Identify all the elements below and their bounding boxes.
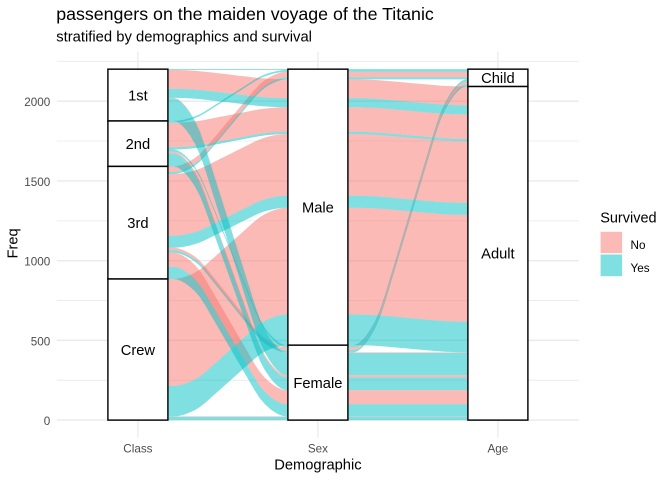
svg-text:passengers on the maiden voyag: passengers on the maiden voyage of the T…: [56, 4, 434, 24]
svg-text:Yes: Yes: [631, 262, 650, 275]
svg-text:3rd: 3rd: [127, 216, 148, 232]
svg-text:Crew: Crew: [121, 343, 156, 359]
svg-text:Sex: Sex: [308, 443, 328, 456]
svg-text:Male: Male: [302, 200, 334, 216]
svg-text:Female: Female: [293, 376, 342, 392]
svg-text:1st: 1st: [128, 88, 148, 104]
svg-text:2000: 2000: [24, 96, 51, 109]
svg-text:Child: Child: [481, 71, 514, 87]
svg-text:Age: Age: [488, 443, 509, 456]
svg-text:500: 500: [31, 335, 51, 348]
svg-text:Freq: Freq: [6, 228, 22, 258]
svg-text:2nd: 2nd: [126, 137, 151, 153]
svg-text:Adult: Adult: [481, 247, 514, 263]
svg-text:stratified by demographics and: stratified by demographics and survival: [56, 29, 312, 45]
svg-text:1000: 1000: [24, 256, 51, 269]
svg-text:Demographic: Demographic: [274, 457, 361, 473]
svg-text:Class: Class: [123, 443, 152, 456]
svg-text:0: 0: [44, 415, 51, 428]
svg-text:1500: 1500: [24, 176, 51, 189]
svg-text:No: No: [631, 239, 646, 252]
svg-text:Survived: Survived: [600, 210, 656, 226]
